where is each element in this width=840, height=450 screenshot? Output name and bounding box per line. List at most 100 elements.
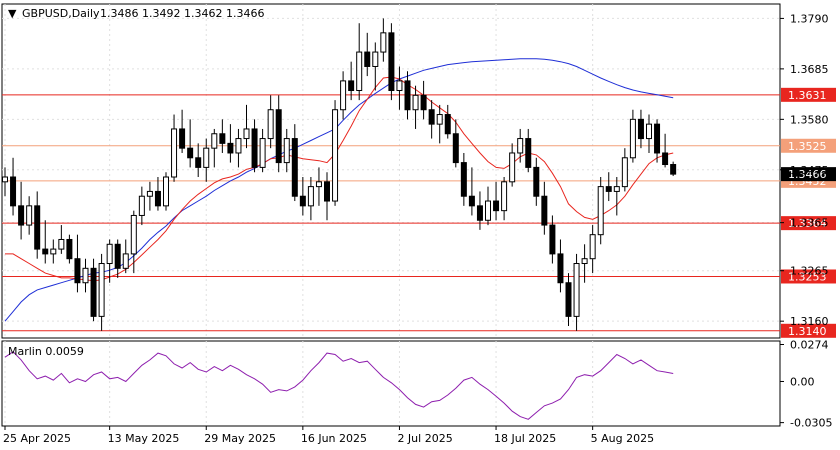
candle xyxy=(171,114,178,182)
candle xyxy=(275,95,282,173)
candle xyxy=(501,177,508,221)
candle xyxy=(372,42,379,91)
candle xyxy=(130,210,137,274)
candle xyxy=(114,239,121,278)
candle xyxy=(283,128,290,173)
candle-body xyxy=(597,186,604,236)
chart-menu-arrow[interactable]: ▼ xyxy=(8,7,17,20)
candle xyxy=(315,167,322,206)
last-price-tag xyxy=(781,167,836,182)
candle-body xyxy=(565,282,572,317)
candle-body xyxy=(227,142,234,154)
candle xyxy=(581,244,588,283)
candle xyxy=(565,273,572,326)
candle-body xyxy=(243,128,250,140)
candle-body xyxy=(235,138,242,154)
symbol-label: GBPUSD,Daily xyxy=(22,7,100,20)
candle-body xyxy=(629,118,636,159)
candle-body xyxy=(605,186,612,192)
y-tick-label: 1.3160 xyxy=(790,315,829,328)
candle xyxy=(332,100,339,206)
level-label: 1.3140 xyxy=(788,325,827,338)
indicator-y-tick-label: 0.0274 xyxy=(790,339,829,352)
candle xyxy=(356,23,363,101)
candle xyxy=(549,215,556,264)
candle xyxy=(227,124,234,163)
candle-body xyxy=(541,195,548,226)
candle xyxy=(662,133,669,168)
candle-body xyxy=(589,234,596,260)
candle xyxy=(122,239,129,274)
candle xyxy=(605,172,612,202)
y-tick-label: 1.3790 xyxy=(790,12,829,25)
candle xyxy=(2,167,8,197)
indicator-panel xyxy=(1,340,781,427)
candle-body xyxy=(154,190,161,207)
candle xyxy=(485,186,491,226)
candle-body xyxy=(348,80,355,92)
candle-body xyxy=(420,94,427,111)
candle-body xyxy=(251,128,258,168)
candle-body xyxy=(291,138,298,197)
y-tick-label: 1.3580 xyxy=(790,113,829,126)
candle xyxy=(396,66,403,110)
candle-body xyxy=(2,176,8,183)
candle-body xyxy=(275,109,282,164)
candle-body xyxy=(372,51,379,67)
candle-body xyxy=(364,51,371,67)
candle-body xyxy=(130,214,137,255)
candle-body xyxy=(485,200,491,221)
candle xyxy=(525,128,532,173)
indicator-label: Marlin 0.0059 xyxy=(8,345,84,358)
candle xyxy=(589,225,596,274)
indicator-line xyxy=(4,351,674,420)
candle-body xyxy=(388,32,395,92)
candle xyxy=(26,196,33,235)
candle xyxy=(42,220,49,264)
y-tick-label: 1.3475 xyxy=(790,164,829,177)
candle xyxy=(533,157,540,206)
ohlc-label: 1.3486 1.3492 1.3462 1.3466 xyxy=(100,7,264,20)
candle xyxy=(444,104,451,139)
candle-body xyxy=(50,248,57,255)
candle xyxy=(74,234,81,293)
x-tick-label: 16 Jun 2025 xyxy=(301,432,367,445)
candle xyxy=(452,119,459,168)
candle-body xyxy=(299,195,306,207)
candle xyxy=(82,258,89,293)
candle xyxy=(203,138,210,182)
candle xyxy=(259,128,266,173)
candle xyxy=(404,71,411,120)
candle-body xyxy=(10,176,17,207)
indicator-y-tick-label: -0.0305 xyxy=(790,417,832,430)
candle-body xyxy=(283,138,290,164)
candle xyxy=(509,143,516,187)
candle xyxy=(267,95,274,149)
level-label: 1.3525 xyxy=(788,140,827,153)
candle xyxy=(138,186,145,226)
candle xyxy=(412,85,419,129)
candle-body xyxy=(195,157,202,168)
candle-body xyxy=(662,152,669,166)
level-tag xyxy=(781,138,836,153)
indicator-y-tick-label: 0.00 xyxy=(790,375,815,388)
candle xyxy=(179,109,186,153)
candle xyxy=(380,18,387,62)
candle-body xyxy=(460,162,467,197)
candle-body xyxy=(138,195,145,216)
candle-body xyxy=(340,80,347,111)
candle-body xyxy=(428,109,435,125)
candle xyxy=(324,172,330,221)
candle xyxy=(187,119,194,168)
candle xyxy=(573,253,580,331)
candle-body xyxy=(66,238,73,260)
candle-body xyxy=(356,51,363,92)
candle xyxy=(646,114,652,153)
candle-body xyxy=(654,123,661,154)
candle xyxy=(235,128,242,168)
level-label: 1.3253 xyxy=(788,270,827,283)
candle-body xyxy=(436,114,443,125)
candle xyxy=(211,128,218,168)
candle-body xyxy=(573,263,580,317)
